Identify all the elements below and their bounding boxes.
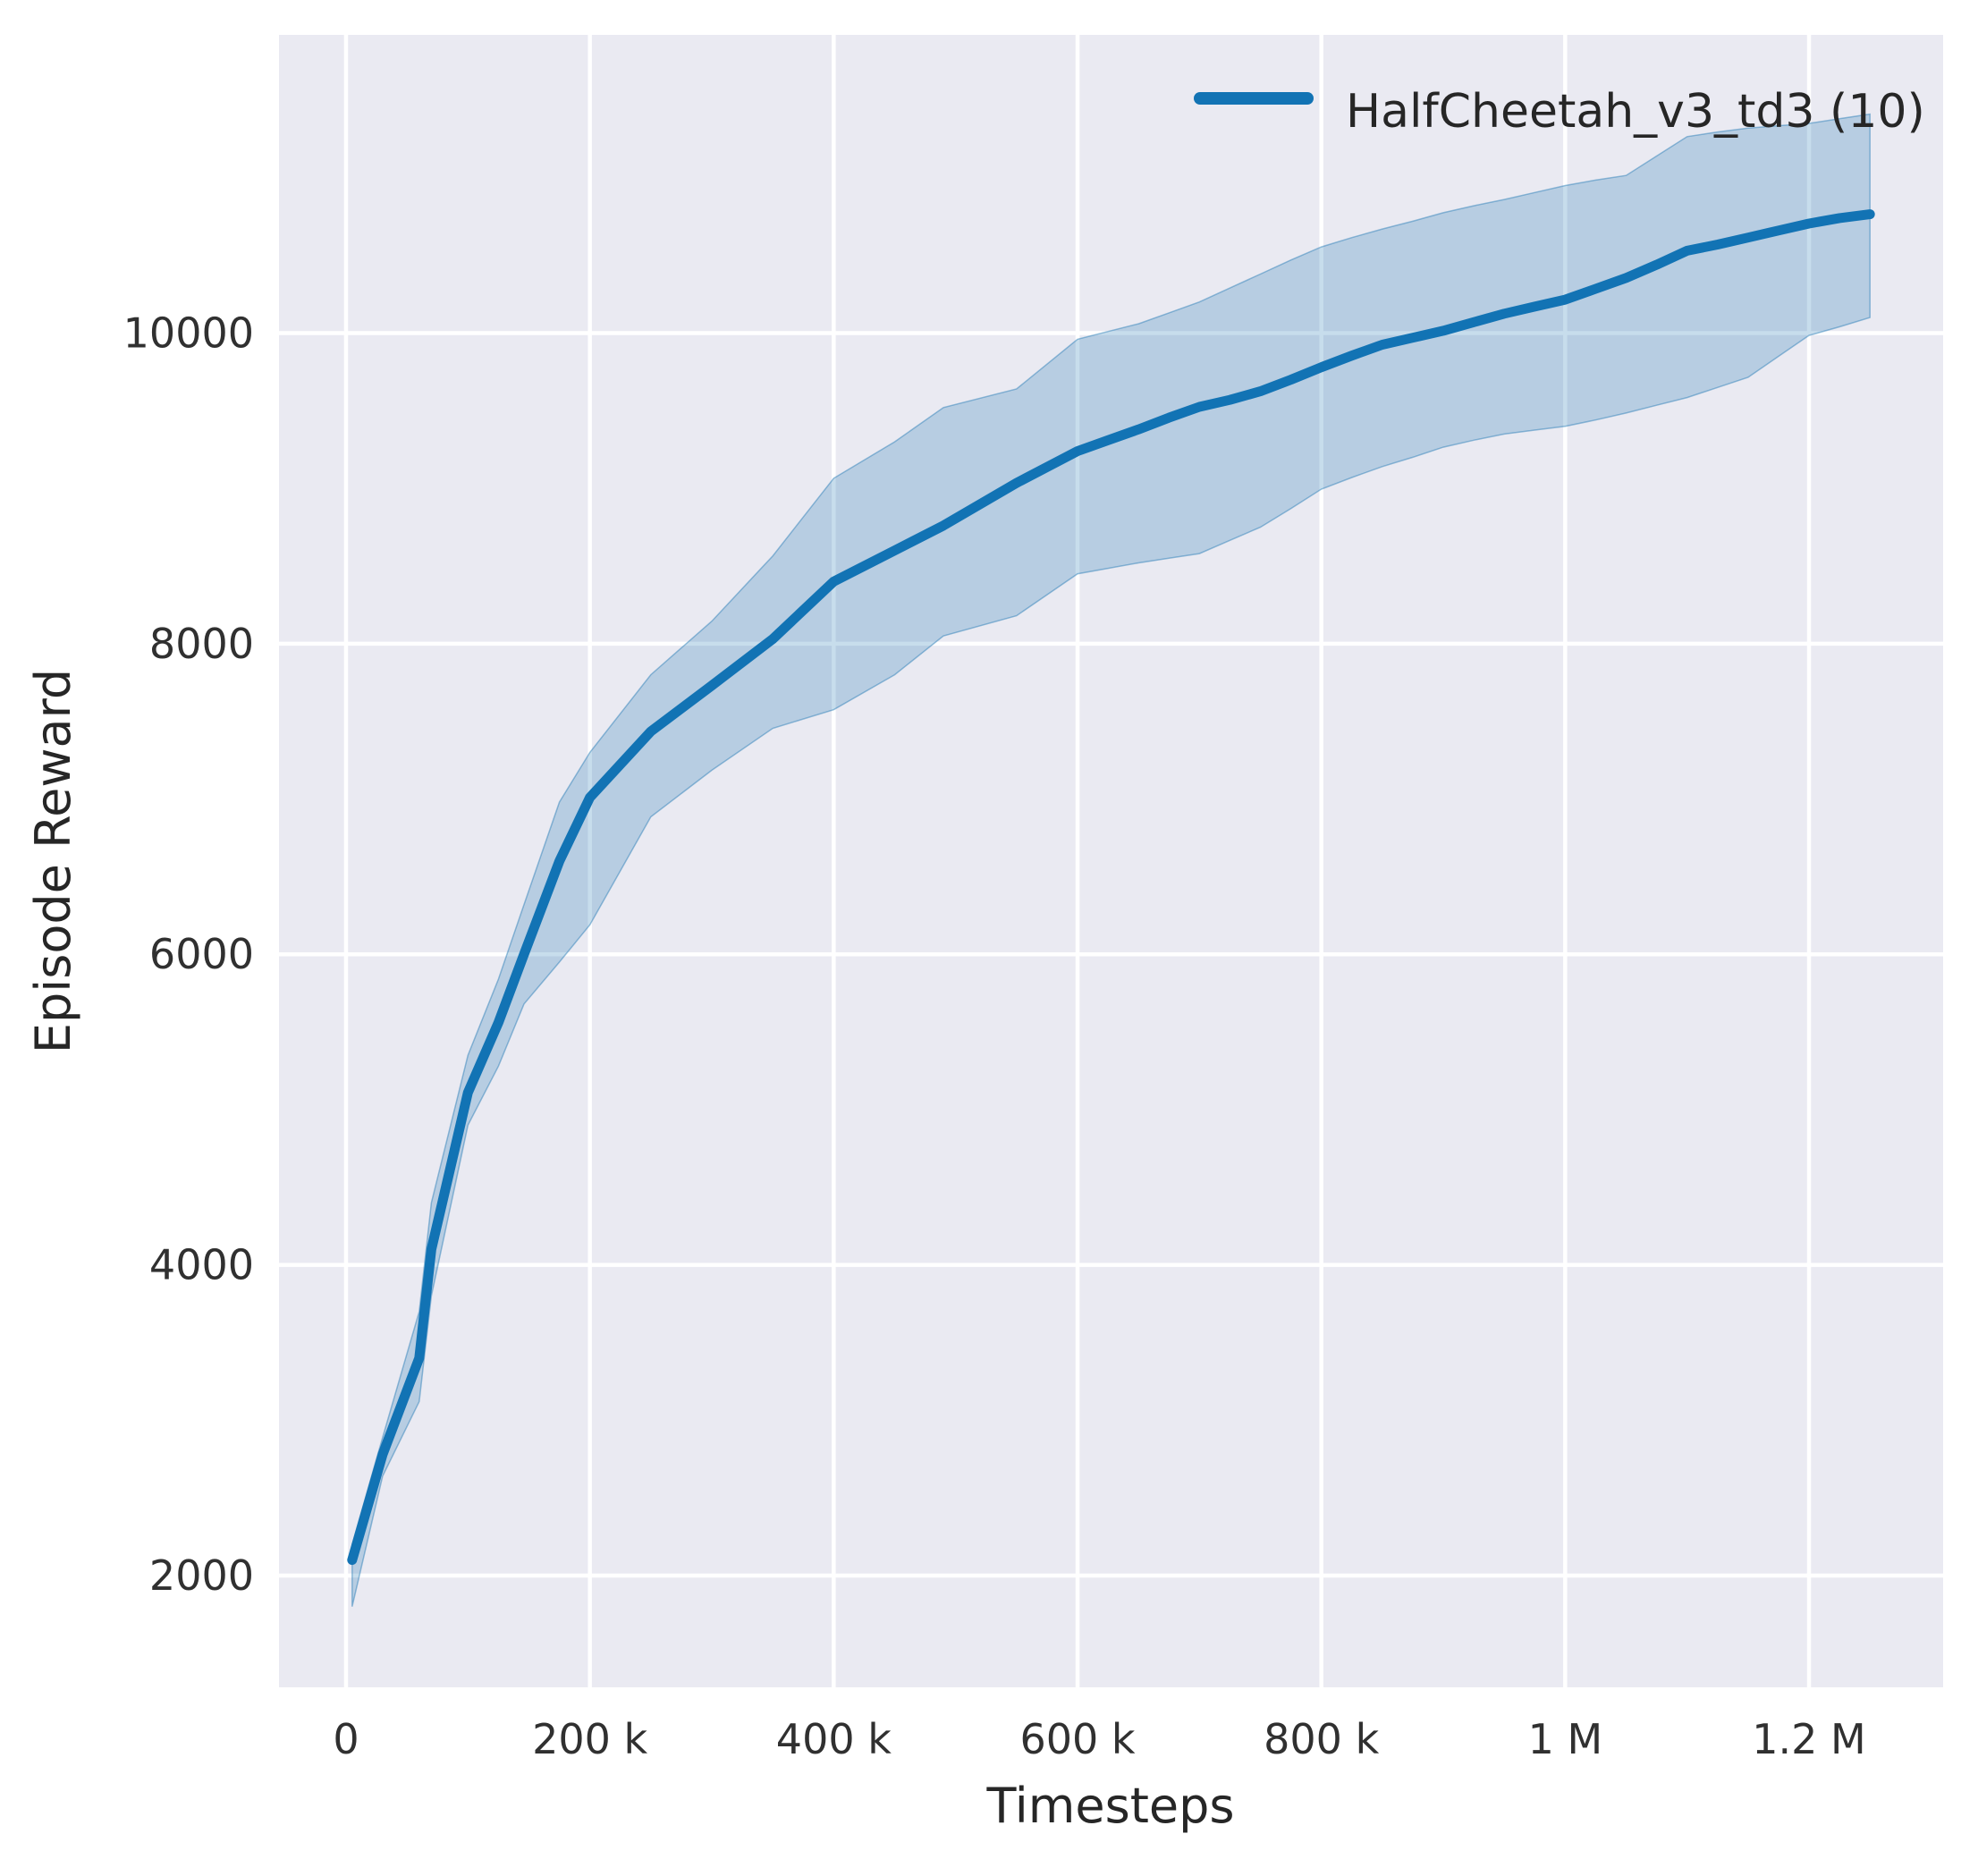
x-tick-label: 1.2 M	[1752, 1715, 1865, 1763]
legend: HalfCheetah_v3_td3 (10)	[1194, 85, 1925, 139]
confidence-band-fill	[351, 113, 1871, 1607]
y-tick-label: 6000	[149, 930, 254, 978]
legend-label: HalfCheetah_v3_td3 (10)	[1346, 85, 1925, 139]
y-axis-label: Episode Reward	[25, 669, 81, 1053]
x-tick-labels: 0 200 k 400 k 600 k 800 k 1 M 1.2 M	[333, 1715, 1865, 1763]
x-tick-label: 600 k	[1019, 1715, 1135, 1763]
y-tick-label: 4000	[149, 1241, 254, 1289]
confidence-band	[351, 113, 1871, 1607]
x-tick-label: 200 k	[532, 1715, 647, 1763]
y-tick-label: 8000	[149, 620, 254, 668]
x-tick-label: 1 M	[1528, 1715, 1603, 1763]
x-tick-label: 800 k	[1264, 1715, 1379, 1763]
mean-line-group	[347, 209, 1875, 1566]
x-tick-label: 400 k	[776, 1715, 892, 1763]
gridlines	[279, 35, 1943, 1687]
y-tick-labels: 2000 4000 6000 8000 10000	[123, 308, 254, 1599]
y-tick-label: 10000	[123, 308, 254, 357]
mean-line	[347, 209, 1875, 1566]
x-axis-label: Timesteps	[985, 1778, 1234, 1834]
x-tick-label: 0	[333, 1715, 359, 1763]
y-tick-label: 2000	[149, 1551, 254, 1600]
